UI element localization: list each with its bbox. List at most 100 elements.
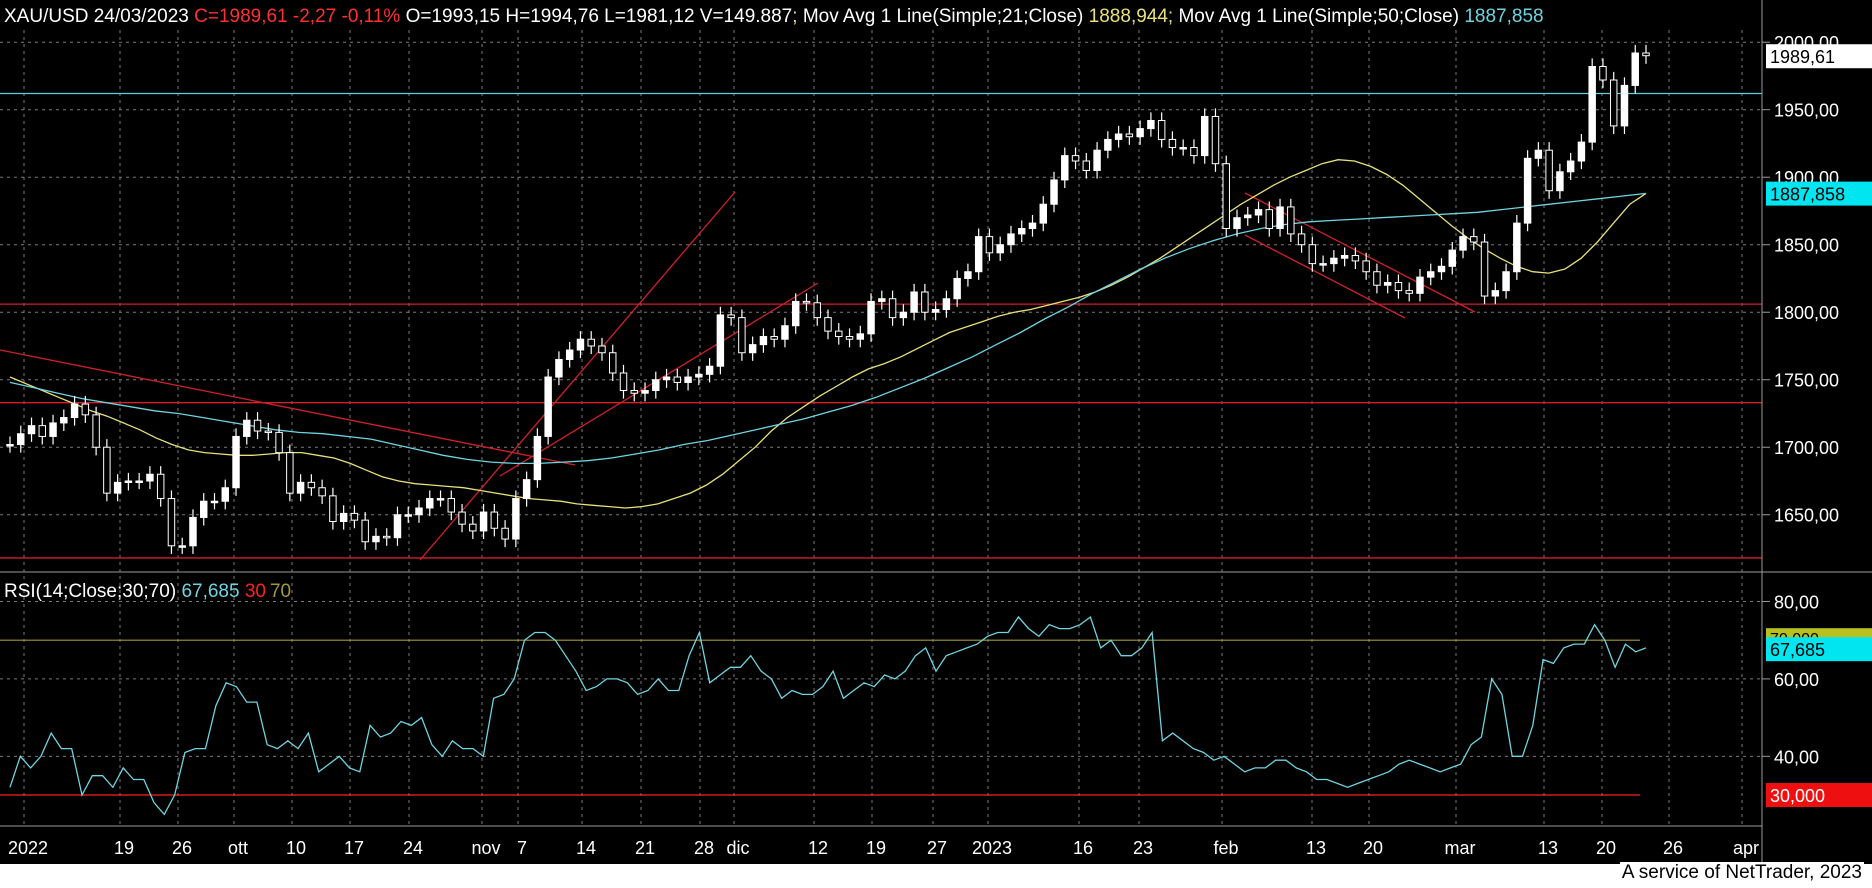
candle-down xyxy=(469,523,477,532)
trendline xyxy=(0,349,576,466)
x-tick-label: 20 xyxy=(1363,838,1383,858)
x-tick-label: 13 xyxy=(1306,838,1326,858)
price-tick-label: 1950,00 xyxy=(1774,101,1839,121)
candle-down xyxy=(382,535,391,539)
ma50-label: Mov Avg 1 Line(Simple;50;Close) xyxy=(1178,6,1460,27)
candle-up xyxy=(296,481,305,494)
candle-up xyxy=(232,435,240,489)
price-tick-label: 1750,00 xyxy=(1774,371,1839,391)
candle-down xyxy=(1470,236,1478,243)
rsi-value: 67,685 xyxy=(181,581,240,602)
ma50-line xyxy=(9,192,1647,465)
candle-up xyxy=(339,512,348,522)
footer-credit: A service of NetTrader, 2023 xyxy=(1619,862,1864,884)
candle-up xyxy=(1254,209,1263,216)
candle-down xyxy=(587,338,595,347)
candle-down xyxy=(350,512,359,521)
candle-up xyxy=(49,422,57,437)
candle-down xyxy=(1373,271,1381,286)
candle-up xyxy=(1588,66,1596,143)
candles xyxy=(6,44,1650,554)
ma21-value: 1888,944 xyxy=(1088,6,1168,27)
x-tick-label: nov xyxy=(471,838,500,858)
candle-up xyxy=(436,498,445,501)
candle-down xyxy=(813,302,821,319)
candle-up xyxy=(512,498,520,540)
candle-up xyxy=(426,498,434,509)
rsi-value-badge: 67,685 xyxy=(1770,640,1825,660)
candle-up xyxy=(17,433,25,446)
candle-up xyxy=(1577,141,1586,162)
candle-up xyxy=(1244,214,1252,219)
candle-down xyxy=(1168,138,1177,149)
candle-up xyxy=(6,444,14,447)
candle-up xyxy=(393,514,402,539)
candle-down xyxy=(630,390,638,394)
white-divider-bg xyxy=(0,864,1872,888)
candle-up xyxy=(124,480,133,483)
ma50-badge: 1887,858 xyxy=(1770,185,1845,205)
rsi-header: RSI(14;Close;30;70) 67,685 30 70 xyxy=(4,581,291,603)
candle-up xyxy=(189,516,197,547)
candle-up xyxy=(705,365,714,375)
candle-up xyxy=(1276,206,1284,230)
x-tick-label: 26 xyxy=(172,838,192,858)
candle-down xyxy=(1480,241,1489,297)
candle-up xyxy=(372,535,380,543)
candle-up xyxy=(910,291,918,313)
candle-down xyxy=(673,376,682,383)
candle-down xyxy=(1297,233,1306,246)
candle-up xyxy=(1319,263,1327,266)
candle-up xyxy=(931,309,940,313)
chart-header: XAU/USD 24/03/2023 C=1989,61 -2,27 -0,11… xyxy=(4,6,1544,28)
candle-up xyxy=(27,425,36,435)
x-tick-label: mar xyxy=(1445,838,1476,858)
candle-up xyxy=(1556,171,1564,192)
x-tick-label: 20 xyxy=(1596,838,1616,858)
rsi-30-badge-bg xyxy=(1766,783,1872,808)
candle-up xyxy=(684,376,692,383)
candle-down xyxy=(1308,244,1317,265)
x-tick-label: 23 xyxy=(1133,838,1153,858)
candle-down xyxy=(1599,66,1607,81)
candle-up xyxy=(1437,265,1446,273)
candle-down xyxy=(1190,147,1198,157)
candle-up xyxy=(1233,217,1241,230)
candle-up xyxy=(1200,115,1209,157)
candle-up xyxy=(60,417,68,424)
last-price-badge-bg xyxy=(1766,44,1872,69)
candle-up xyxy=(781,325,789,340)
candle-up xyxy=(1114,133,1123,140)
candle-up xyxy=(1061,155,1069,181)
candle-up xyxy=(576,338,585,351)
x-tick-label: 14 xyxy=(576,838,596,858)
candle-down xyxy=(1265,209,1274,230)
candle-down xyxy=(609,352,617,374)
candle-up xyxy=(695,373,703,378)
rsi-tick-label: 40,00 xyxy=(1774,747,1819,767)
candle-up xyxy=(565,349,574,360)
candle-up xyxy=(716,314,725,367)
x-tick-label: feb xyxy=(1213,838,1238,858)
candle-up xyxy=(953,277,961,300)
candle-down xyxy=(490,511,499,529)
candle-down xyxy=(501,527,509,540)
candle-down xyxy=(264,430,273,434)
x-tick-label: 13 xyxy=(1538,838,1558,858)
candle-up xyxy=(791,300,800,327)
candle-up xyxy=(1050,179,1058,205)
candle-up xyxy=(404,514,412,517)
ma21-label: Mov Avg 1 Line(Simple;21;Close) xyxy=(802,6,1084,27)
candle-down xyxy=(921,291,929,313)
x-tick-label: 19 xyxy=(866,838,886,858)
candle-up xyxy=(1416,276,1424,294)
candle-up xyxy=(533,435,542,481)
candle-down xyxy=(307,481,316,489)
candle-up xyxy=(544,376,552,437)
candle-up xyxy=(135,480,143,483)
candle-up xyxy=(1631,52,1639,86)
candle-up xyxy=(1018,228,1026,235)
candle-down xyxy=(1394,282,1403,292)
